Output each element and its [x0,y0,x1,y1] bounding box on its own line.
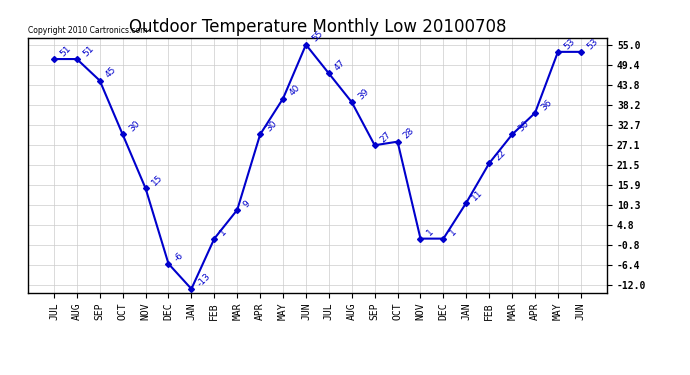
Text: 27: 27 [379,130,393,144]
Text: 22: 22 [493,148,508,162]
Text: 47: 47 [333,58,348,73]
Text: 9: 9 [241,199,252,209]
Text: 11: 11 [471,188,485,202]
Text: 45: 45 [104,65,119,80]
Text: 55: 55 [310,29,324,44]
Text: 1: 1 [448,227,458,238]
Text: 30: 30 [516,119,531,134]
Text: Copyright 2010 Cartronics.com: Copyright 2010 Cartronics.com [28,26,147,35]
Text: 30: 30 [264,119,279,134]
Text: 53: 53 [585,37,600,51]
Text: -13: -13 [195,272,213,288]
Text: 1: 1 [424,227,435,238]
Text: 15: 15 [150,173,164,188]
Text: 51: 51 [58,44,72,58]
Text: 39: 39 [356,87,371,101]
Text: 1: 1 [219,227,229,238]
Text: 53: 53 [562,37,577,51]
Text: 28: 28 [402,126,416,141]
Text: 30: 30 [127,119,141,134]
Text: -6: -6 [172,250,186,263]
Text: 36: 36 [539,98,553,112]
Text: 40: 40 [287,83,302,98]
Title: Outdoor Temperature Monthly Low 20100708: Outdoor Temperature Monthly Low 20100708 [128,18,506,36]
Text: 51: 51 [81,44,95,58]
